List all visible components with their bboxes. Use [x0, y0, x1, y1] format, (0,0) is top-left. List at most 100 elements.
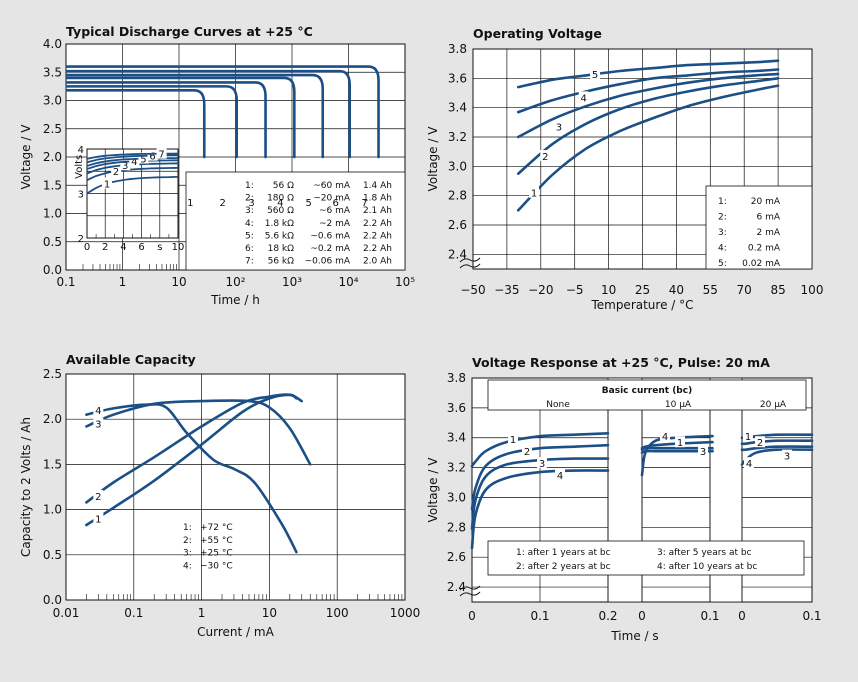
- chart4-y-tick: 2.8: [447, 520, 466, 534]
- chart3-y-tick: 1.5: [43, 457, 62, 471]
- chart3-series-label-2-bg: [93, 490, 104, 502]
- chart1-series-5: [65, 73, 325, 159]
- chart1-y-tick: 0.5: [43, 235, 62, 249]
- chart4-series-label-1-bg: [675, 436, 685, 448]
- chart4-y-tick: 3.2: [447, 461, 466, 475]
- chart2-y-tick: 2.4: [448, 247, 467, 261]
- chart4-series-None-4: [470, 469, 610, 550]
- chart4-header-title: Basic current (bc): [602, 386, 692, 396]
- chart2-title: Operating Voltage: [473, 26, 602, 41]
- chart4-series-None-1: [470, 432, 610, 468]
- chart4-series-label-2: 2: [757, 438, 763, 449]
- chart2-series-label-4: 4: [581, 93, 587, 104]
- chart1-legend-capacity: 2.2 Ah: [363, 244, 392, 254]
- chart4-y-tick: 2.4: [447, 580, 466, 594]
- chart1-legend-capacity: 2.2 Ah: [363, 219, 392, 229]
- chart1-inset-x-tick: 2: [102, 242, 108, 253]
- chart2-legend-key: 4:: [718, 244, 727, 254]
- chart2-series-label-2-bg: [540, 150, 551, 162]
- chart1-inset-label-6-bg: [147, 149, 158, 161]
- chart2-legend-key: 2:: [718, 213, 727, 223]
- chart2-legend-box: [705, 185, 813, 270]
- chart1-legend-capacity: 2.2 Ah: [363, 231, 392, 241]
- chart2-x-tick: 70: [737, 283, 752, 297]
- chart4-y-tick: 2.6: [447, 550, 466, 564]
- chart1-legend-capacity: 1.4 Ah: [363, 181, 392, 191]
- chart4-header-column: 20 µA: [760, 400, 787, 410]
- chart4-x-tick: 0: [738, 609, 746, 623]
- chart4-series-label-4-bg: [555, 469, 565, 481]
- chart4-x-tick: 0.2: [598, 609, 617, 623]
- chart1-series-6: [65, 69, 351, 159]
- chart1-inset-x-tick: 0: [84, 242, 90, 253]
- chart1-inset-y-tick: 4: [78, 145, 84, 156]
- chart2-y-tick: 3.2: [448, 130, 467, 144]
- chart2-legend-key: 3:: [718, 228, 727, 238]
- chart1-y-tick: 2.5: [43, 122, 62, 136]
- chart2-x-tick: 25: [635, 283, 650, 297]
- chart1-inset-label-3: 3: [122, 161, 128, 172]
- chart2-x-tick: 100: [801, 283, 824, 297]
- chart1-legend-resistance: 56 Ω: [273, 181, 294, 191]
- chart1-legend-key: 4:: [245, 219, 254, 229]
- chart2-y-tick: 3.0: [448, 159, 467, 173]
- chart1-inset-y-tick: 3: [78, 190, 84, 201]
- chart2-series-3: [516, 72, 780, 139]
- chart2-x-tick: −20: [528, 283, 553, 297]
- chart4-legend-item: 2: after 2 years at bc: [516, 562, 611, 572]
- chart3-legend-value: +72 °C: [200, 523, 233, 533]
- chart2-x-tick: −5: [566, 283, 584, 297]
- chart1-series-label-5: 5: [306, 198, 312, 209]
- chart3-series-label-4: 4: [95, 406, 101, 417]
- chart3-series-label-2: 2: [95, 492, 101, 503]
- chart4-series-label-3-bg: [782, 449, 792, 461]
- chart2-x-tick: 85: [770, 283, 785, 297]
- chart4-series-20A-3: [740, 445, 814, 452]
- chart1-inset-y-tick: 2: [78, 234, 84, 245]
- chart4-title: Voltage Response at +25 °C, Pulse: 20 mA: [472, 355, 770, 370]
- chart1-legend-box: [185, 171, 406, 271]
- chart2-series-label-3-bg: [553, 120, 564, 132]
- chart1-x-tick: 10³: [282, 275, 302, 289]
- chart1-title: Typical Discharge Curves at +25 °C: [66, 24, 313, 39]
- chart1-legend-key: 3:: [245, 206, 254, 216]
- chart4-y-tick: 3.8: [447, 371, 466, 385]
- chart4-x-tick: 0: [638, 609, 646, 623]
- chart1-legend-resistance: 560 Ω: [267, 206, 294, 216]
- chart4-series-label-3: 3: [784, 452, 790, 463]
- chart4-header-column: 10 µA: [665, 400, 692, 410]
- chart1-legend-resistance: 5.6 kΩ: [265, 231, 294, 241]
- chart1-y-tick: 0.0: [43, 263, 62, 277]
- chart3-legend-key: 2:: [183, 536, 192, 546]
- chart1-legend-key: 7:: [245, 257, 254, 267]
- chart2-legend-key: 1:: [718, 197, 727, 207]
- chart4-x-label: Time / s: [610, 629, 658, 643]
- chart1-y-tick: 1.5: [43, 178, 62, 192]
- chart1-x-tick: 10⁵: [395, 275, 415, 289]
- chart2-legend-key: 5:: [718, 259, 727, 269]
- chart3-series-label-4-bg: [93, 404, 104, 416]
- chart2-x-tick: 10: [601, 283, 616, 297]
- chart2-legend-value: 20 mA: [751, 197, 781, 207]
- chart4-series-10A-1: [640, 440, 714, 450]
- chart1-inset-x-tick: 6: [138, 242, 144, 253]
- chart2-y-tick: 3.4: [448, 101, 467, 115]
- chart3-y-label: Capacity to 2 Volts / Ah: [19, 417, 33, 557]
- chart2-series-label-2: 2: [542, 152, 548, 163]
- chart1-legend-resistance: 18 kΩ: [268, 244, 295, 254]
- chart3-series-2: [85, 393, 303, 504]
- chart2-x-tick: 55: [703, 283, 718, 297]
- chart4-y-label: Voltage / V: [426, 457, 440, 523]
- chart2-x-tick: 40: [669, 283, 684, 297]
- chart1-x-tick: 1: [119, 275, 127, 289]
- chart1-inset-label-5: 5: [140, 155, 146, 166]
- chart3-title: Available Capacity: [66, 352, 196, 367]
- chart2-legend-value: 2 mA: [756, 228, 780, 238]
- chart4-series-label-2: 2: [524, 447, 530, 458]
- chart2-x-tick: −35: [494, 283, 519, 297]
- chart4-y-tick: 3.0: [447, 490, 466, 504]
- chart2-series-label-1: 1: [531, 189, 537, 200]
- chart1-inset-label-7-bg: [156, 147, 167, 159]
- chart1-y-tick: 3.0: [43, 94, 62, 108]
